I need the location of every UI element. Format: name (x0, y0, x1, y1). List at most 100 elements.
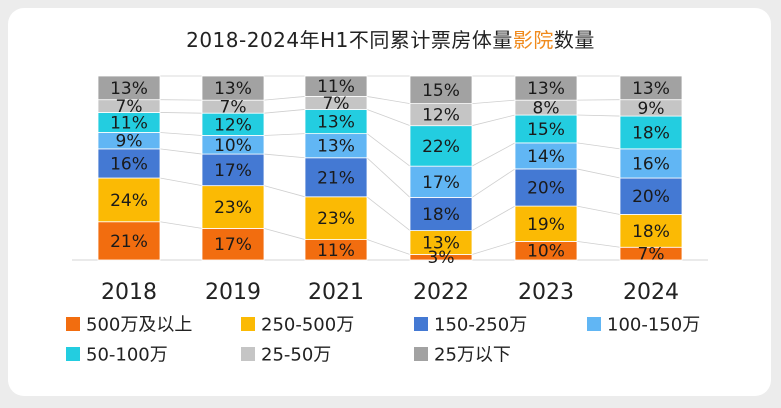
bar-segment (97, 75, 161, 101)
bar-segment (619, 75, 683, 101)
legend-item: 25万以下 (414, 345, 511, 366)
legend-swatch (241, 317, 255, 331)
connector-line (576, 205, 621, 215)
legend-label: 150-250万 (434, 315, 527, 336)
data-label: 18% (632, 222, 670, 242)
data-label: 9% (116, 132, 143, 152)
data-label: 17% (214, 161, 252, 181)
x-tick-label: 2021 (308, 280, 364, 305)
bar-segment (304, 109, 368, 135)
legend-label: 500万及以上 (86, 315, 192, 336)
bar-segment (514, 75, 578, 101)
bar-segment (97, 148, 161, 179)
legend-swatch (66, 317, 80, 331)
connector-line (471, 241, 516, 255)
title-highlight: 影院 (512, 28, 554, 52)
data-label: 10% (527, 242, 565, 262)
connector-line (471, 205, 516, 231)
legend-label: 250-500万 (261, 315, 354, 336)
connector-line (576, 142, 621, 150)
title-suffix: 数量 (553, 28, 595, 52)
data-label: 13% (110, 79, 148, 99)
legend-swatch (66, 347, 80, 361)
legend-item: 50-100万 (66, 345, 168, 366)
connector-line (366, 109, 411, 127)
bar-segment (619, 115, 683, 150)
chart-title: 2018-2024年H1不同累计票房体量影院数量 (0, 24, 781, 53)
legend: 500万及以上 250-500万 150-250万 100-150万 50-100万 25… (66, 315, 700, 366)
legend-item: 500万及以上 (66, 315, 192, 336)
connector-line (263, 96, 306, 101)
connector-line (576, 168, 621, 179)
connector-lines (159, 75, 621, 255)
bar-stack-2021: 11%23%21%13%13%7%11% (304, 75, 368, 261)
connector-line (471, 99, 516, 104)
x-tick-label: 2022 (413, 280, 469, 305)
data-label: 21% (317, 168, 355, 188)
x-tick-label: 2018 (101, 280, 157, 305)
data-label: 11% (317, 241, 355, 261)
data-label: 20% (632, 187, 670, 207)
connector-line (159, 177, 203, 187)
bar-segment (97, 221, 161, 261)
data-label: 20% (527, 179, 565, 199)
data-label: 15% (527, 120, 565, 140)
connector-line (366, 96, 411, 104)
legend-item: 250-500万 (241, 315, 354, 336)
connector-line (263, 109, 306, 114)
data-label: 19% (527, 215, 565, 235)
data-label: 17% (422, 173, 460, 193)
connector-line (159, 112, 203, 114)
connector-line (471, 142, 516, 167)
bar-segment (201, 185, 265, 229)
legend-label: 100-150万 (607, 315, 700, 336)
data-label: 13% (422, 234, 460, 254)
legend-swatch (414, 317, 428, 331)
legend-label: 25万以下 (434, 345, 511, 366)
connector-line (471, 114, 516, 127)
connector-line (471, 168, 516, 198)
data-label: 23% (214, 198, 252, 218)
data-label: 12% (422, 106, 460, 126)
bar-stack-2019: 17% 23% 17% 10%12%7%13% (201, 75, 265, 261)
x-tick-label: 2024 (623, 280, 679, 305)
connector-line (159, 221, 203, 229)
data-label: 13% (214, 79, 252, 99)
legend-swatch (241, 347, 255, 361)
connector-line (263, 153, 306, 159)
bar-stack-2024: 7% 18% 20% 16% 18% 9%13% (619, 75, 683, 265)
bar-segment (619, 177, 683, 215)
connector-line (263, 185, 306, 198)
data-label: 16% (110, 154, 148, 174)
legend-swatch (414, 347, 428, 361)
bar-segment (514, 142, 578, 170)
connector-line (263, 133, 306, 136)
data-label: 14% (527, 147, 565, 167)
data-label: 23% (317, 209, 355, 229)
bar-segment (304, 157, 368, 198)
data-label: 22% (422, 137, 460, 157)
legend-item: 150-250万 (414, 315, 527, 336)
bar-stack-2022: 3%13% 18% 17% 22% 12% 15% (409, 75, 473, 268)
bar-segment (409, 197, 473, 231)
legend-item: 25-50万 (241, 345, 331, 366)
connector-line (159, 132, 203, 136)
data-label: 11% (317, 77, 355, 97)
connector-line (159, 148, 203, 155)
legend-label: 50-100万 (86, 345, 168, 366)
data-label: 13% (317, 137, 355, 157)
connector-line (366, 133, 411, 167)
bar-segment (201, 153, 265, 187)
data-label: 24% (110, 191, 148, 211)
data-label: 3% (428, 248, 455, 268)
legend-label: 25-50万 (261, 345, 331, 366)
bar-stack-2018: 21% 24% 16%9%11%7%13% (97, 75, 161, 261)
data-label: 11% (110, 113, 148, 133)
data-label: 7% (116, 97, 143, 117)
bar-segment (514, 168, 578, 207)
data-label: 16% (632, 154, 670, 174)
title-main: 2018-2024年H1不同累计票房体量 (186, 28, 513, 52)
x-tick-label: 2019 (205, 280, 261, 305)
data-label: 18% (632, 123, 670, 143)
data-label: 7% (638, 245, 665, 265)
